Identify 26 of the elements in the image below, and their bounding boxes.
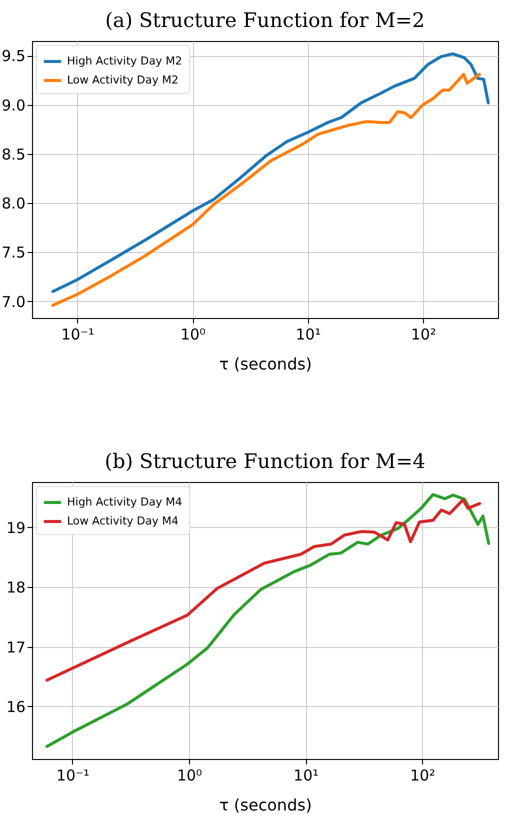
y-tick-label: 7.5: [2, 244, 26, 262]
x-tick-label: 10¹: [296, 326, 321, 344]
x-axis-title: τ (seconds): [219, 354, 312, 374]
x-tick-label: 10²: [410, 766, 436, 784]
x-tick-label: 10¹: [294, 766, 319, 784]
chart-title: (b) Structure Function for M=4: [104, 449, 426, 473]
x-tick-label: 10⁰: [176, 766, 202, 784]
y-tick-label: 19: [6, 518, 26, 537]
x-tick-label: 10⁰: [180, 326, 206, 344]
legend-label: High Activity Day M4: [67, 496, 182, 508]
y-tick-label: 7.0: [2, 292, 26, 311]
y-tick-label: 9.0: [2, 96, 26, 114]
x-tick-label: 10²: [410, 326, 436, 344]
y-tick-label: 16: [6, 698, 26, 716]
y-tick-label: 9.5: [2, 47, 26, 66]
y-tick-label: 18: [6, 578, 26, 597]
legend-label: Low Activity Day M2: [67, 74, 178, 86]
legend-label: Low Activity Day M4: [67, 514, 178, 528]
x-tick-label: 10⁻¹: [56, 766, 90, 784]
legend-label: High Activity Day M2: [67, 54, 182, 68]
y-tick-label: 8.5: [2, 145, 26, 164]
y-tick-label: 8.0: [2, 194, 26, 213]
x-tick-label: 10⁻¹: [61, 326, 94, 344]
chart-title: (a) Structure Function for M=2: [105, 8, 425, 32]
y-tick-label: 17: [6, 638, 26, 656]
x-axis-title: τ (seconds): [219, 796, 312, 814]
